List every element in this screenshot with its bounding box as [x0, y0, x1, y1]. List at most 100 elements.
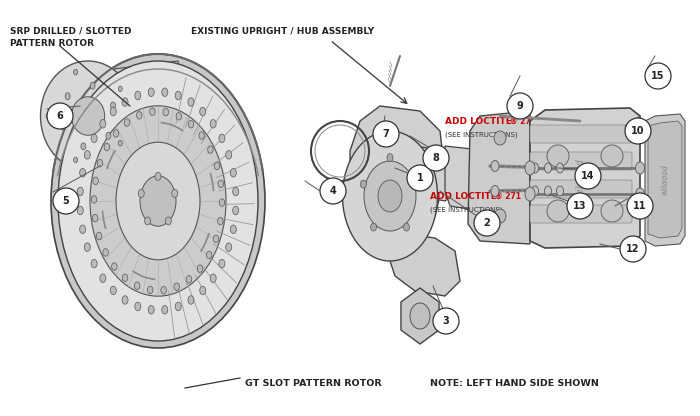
Polygon shape — [410, 146, 465, 201]
Ellipse shape — [414, 180, 419, 188]
Ellipse shape — [199, 132, 204, 139]
Ellipse shape — [148, 88, 154, 97]
Circle shape — [625, 118, 651, 144]
Ellipse shape — [77, 187, 83, 196]
Text: wilwood: wilwood — [575, 158, 585, 198]
Ellipse shape — [111, 286, 116, 295]
Ellipse shape — [91, 134, 97, 143]
Ellipse shape — [547, 200, 569, 222]
Ellipse shape — [80, 168, 85, 177]
Ellipse shape — [116, 142, 200, 260]
Circle shape — [433, 308, 459, 334]
Ellipse shape — [219, 260, 225, 268]
Ellipse shape — [176, 113, 181, 120]
Ellipse shape — [145, 217, 150, 225]
FancyBboxPatch shape — [530, 205, 632, 223]
Polygon shape — [385, 234, 460, 296]
Ellipse shape — [491, 161, 499, 171]
Ellipse shape — [136, 111, 142, 119]
Text: ® 271: ® 271 — [510, 117, 536, 126]
Polygon shape — [445, 146, 500, 211]
Ellipse shape — [218, 180, 223, 188]
Circle shape — [567, 193, 593, 219]
Ellipse shape — [210, 274, 216, 282]
Text: 11: 11 — [634, 201, 647, 211]
Ellipse shape — [545, 163, 552, 173]
Text: 15: 15 — [651, 71, 665, 81]
Ellipse shape — [135, 91, 141, 100]
Circle shape — [507, 93, 533, 119]
Ellipse shape — [208, 146, 213, 154]
Ellipse shape — [97, 232, 102, 240]
Circle shape — [320, 178, 346, 204]
Text: 6: 6 — [57, 111, 64, 121]
Polygon shape — [350, 106, 445, 231]
Ellipse shape — [100, 119, 106, 128]
Text: ADD LOCTITE: ADD LOCTITE — [445, 117, 512, 126]
Circle shape — [575, 163, 601, 189]
Circle shape — [627, 193, 653, 219]
Ellipse shape — [174, 283, 179, 290]
Ellipse shape — [342, 131, 438, 261]
Circle shape — [423, 145, 449, 171]
Ellipse shape — [199, 286, 206, 295]
Ellipse shape — [118, 141, 122, 146]
Ellipse shape — [219, 134, 225, 143]
Ellipse shape — [111, 102, 116, 109]
Ellipse shape — [525, 161, 535, 175]
Ellipse shape — [225, 151, 232, 159]
Polygon shape — [530, 108, 640, 248]
Ellipse shape — [188, 98, 194, 106]
Ellipse shape — [232, 206, 239, 215]
Ellipse shape — [494, 209, 506, 223]
Ellipse shape — [230, 168, 237, 177]
Ellipse shape — [410, 303, 430, 329]
Ellipse shape — [172, 189, 178, 197]
Ellipse shape — [230, 225, 237, 233]
Text: PATTERN ROTOR: PATTERN ROTOR — [10, 39, 94, 48]
Text: ® 271: ® 271 — [495, 192, 521, 201]
Ellipse shape — [525, 187, 535, 201]
Text: 5: 5 — [62, 196, 69, 206]
Ellipse shape — [197, 265, 203, 272]
Text: 1: 1 — [416, 173, 424, 183]
Ellipse shape — [531, 186, 538, 196]
Circle shape — [407, 165, 433, 191]
Ellipse shape — [41, 61, 136, 171]
Ellipse shape — [118, 86, 122, 92]
Ellipse shape — [161, 287, 167, 294]
Ellipse shape — [139, 189, 144, 197]
Ellipse shape — [556, 186, 564, 196]
Text: 3: 3 — [442, 316, 449, 326]
Ellipse shape — [199, 107, 206, 116]
Ellipse shape — [165, 217, 172, 225]
Ellipse shape — [175, 302, 181, 311]
Text: 14: 14 — [581, 171, 595, 181]
Ellipse shape — [219, 199, 225, 206]
Ellipse shape — [162, 305, 168, 314]
Text: NOTE: LEFT HAND SIDE SHOWN: NOTE: LEFT HAND SIDE SHOWN — [430, 379, 599, 389]
Ellipse shape — [90, 82, 95, 89]
Ellipse shape — [556, 163, 564, 173]
Ellipse shape — [387, 154, 393, 162]
Ellipse shape — [218, 218, 223, 225]
Circle shape — [53, 188, 79, 214]
Ellipse shape — [206, 251, 212, 259]
Text: 7: 7 — [383, 129, 389, 139]
Ellipse shape — [214, 235, 219, 243]
Ellipse shape — [111, 107, 116, 116]
Ellipse shape — [74, 69, 78, 75]
Ellipse shape — [370, 223, 377, 231]
Polygon shape — [468, 111, 530, 244]
Ellipse shape — [135, 302, 141, 311]
Ellipse shape — [90, 106, 226, 296]
Ellipse shape — [148, 286, 153, 294]
Ellipse shape — [636, 162, 645, 174]
Ellipse shape — [122, 98, 128, 106]
Text: 13: 13 — [573, 201, 587, 211]
Ellipse shape — [46, 113, 50, 119]
Ellipse shape — [150, 108, 155, 116]
Ellipse shape — [84, 151, 90, 159]
Polygon shape — [78, 61, 188, 141]
Ellipse shape — [210, 119, 216, 128]
